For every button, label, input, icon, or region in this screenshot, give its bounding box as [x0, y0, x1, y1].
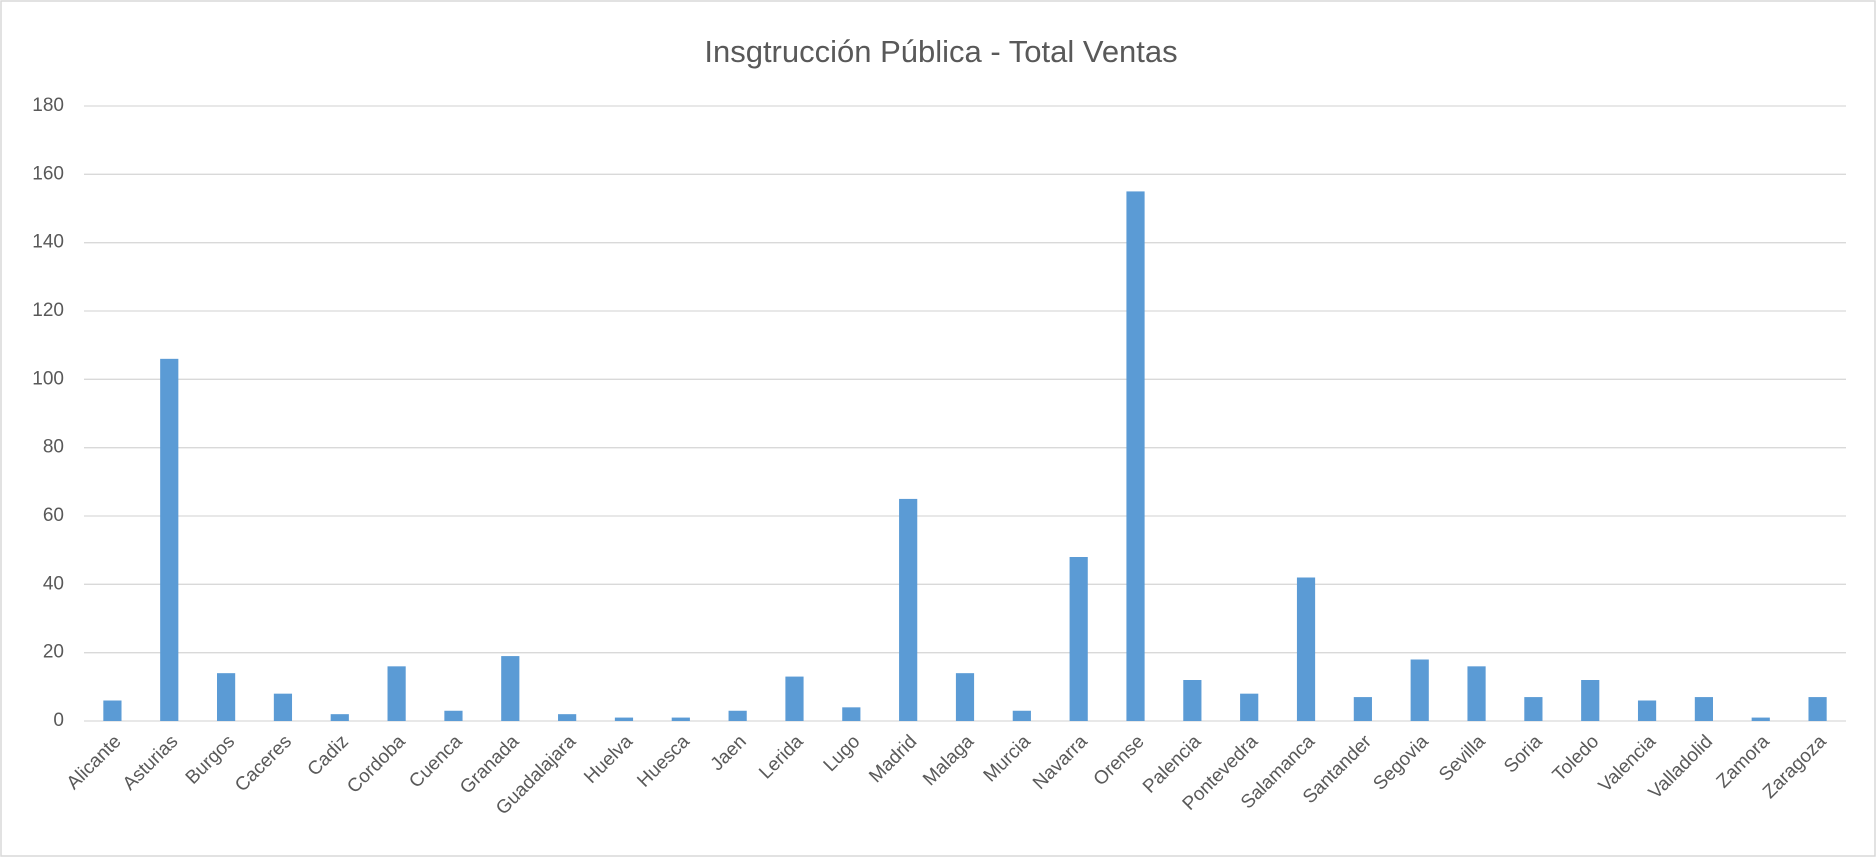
y-tick-label: 0	[53, 710, 64, 731]
bar	[1240, 693, 1259, 721]
y-tick-label: 180	[32, 95, 64, 116]
y-tick-label: 160	[32, 163, 64, 184]
bar	[1183, 680, 1202, 721]
bar	[558, 714, 577, 721]
bar	[217, 673, 236, 721]
y-tick-label: 40	[43, 573, 64, 594]
bar	[1751, 717, 1770, 721]
bar	[1808, 697, 1827, 721]
y-tick-label: 60	[43, 505, 64, 526]
y-tick-label: 80	[43, 437, 64, 458]
bar	[444, 710, 463, 721]
y-tick-label: 100	[32, 368, 64, 389]
bar	[1296, 577, 1316, 721]
bar	[273, 693, 293, 721]
bar	[330, 714, 349, 721]
bar	[785, 676, 804, 721]
bar	[103, 700, 122, 721]
bar	[501, 656, 520, 721]
bar	[728, 710, 747, 721]
bar	[614, 717, 634, 721]
bar	[1012, 710, 1031, 721]
bar	[671, 717, 690, 721]
bar	[1694, 697, 1713, 721]
bar	[1126, 191, 1145, 721]
bar	[1524, 697, 1543, 721]
chart-title: Insgtrucción Pública - Total Ventas	[704, 34, 1177, 69]
bar	[1069, 557, 1088, 721]
y-tick-label: 140	[32, 232, 64, 253]
y-tick-label: 20	[43, 642, 64, 663]
bar	[1410, 659, 1429, 721]
bar	[1353, 697, 1372, 721]
bar	[1467, 666, 1486, 721]
bar	[387, 666, 406, 721]
bar	[955, 673, 975, 721]
bar	[842, 707, 861, 721]
bar	[899, 498, 918, 721]
bar	[1581, 680, 1600, 721]
y-tick-label: 120	[32, 300, 64, 321]
bar	[160, 358, 179, 721]
bar	[1637, 700, 1657, 721]
